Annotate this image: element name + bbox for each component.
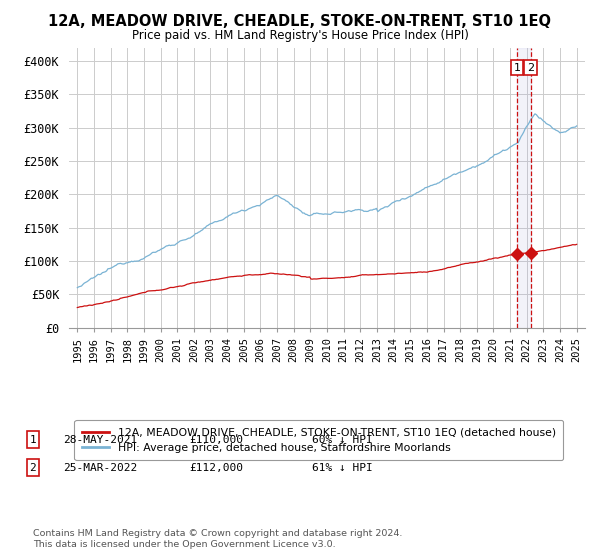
Text: 12A, MEADOW DRIVE, CHEADLE, STOKE-ON-TRENT, ST10 1EQ: 12A, MEADOW DRIVE, CHEADLE, STOKE-ON-TRE…	[49, 14, 551, 29]
Text: £110,000: £110,000	[189, 435, 243, 445]
Text: 60% ↓ HPI: 60% ↓ HPI	[312, 435, 373, 445]
Text: £112,000: £112,000	[189, 463, 243, 473]
Text: 61% ↓ HPI: 61% ↓ HPI	[312, 463, 373, 473]
Text: 1: 1	[29, 435, 37, 445]
Text: 1: 1	[514, 63, 520, 73]
Text: 25-MAR-2022: 25-MAR-2022	[63, 463, 137, 473]
Text: 2: 2	[29, 463, 37, 473]
Text: 28-MAY-2021: 28-MAY-2021	[63, 435, 137, 445]
Bar	[517, 48, 530, 328]
Text: Contains HM Land Registry data © Crown copyright and database right 2024.
This d: Contains HM Land Registry data © Crown c…	[33, 529, 403, 549]
Text: 2: 2	[527, 63, 534, 73]
Text: Price paid vs. HM Land Registry's House Price Index (HPI): Price paid vs. HM Land Registry's House …	[131, 29, 469, 42]
Legend: 12A, MEADOW DRIVE, CHEADLE, STOKE-ON-TRENT, ST10 1EQ (detached house), HPI: Aver: 12A, MEADOW DRIVE, CHEADLE, STOKE-ON-TRE…	[74, 420, 563, 460]
